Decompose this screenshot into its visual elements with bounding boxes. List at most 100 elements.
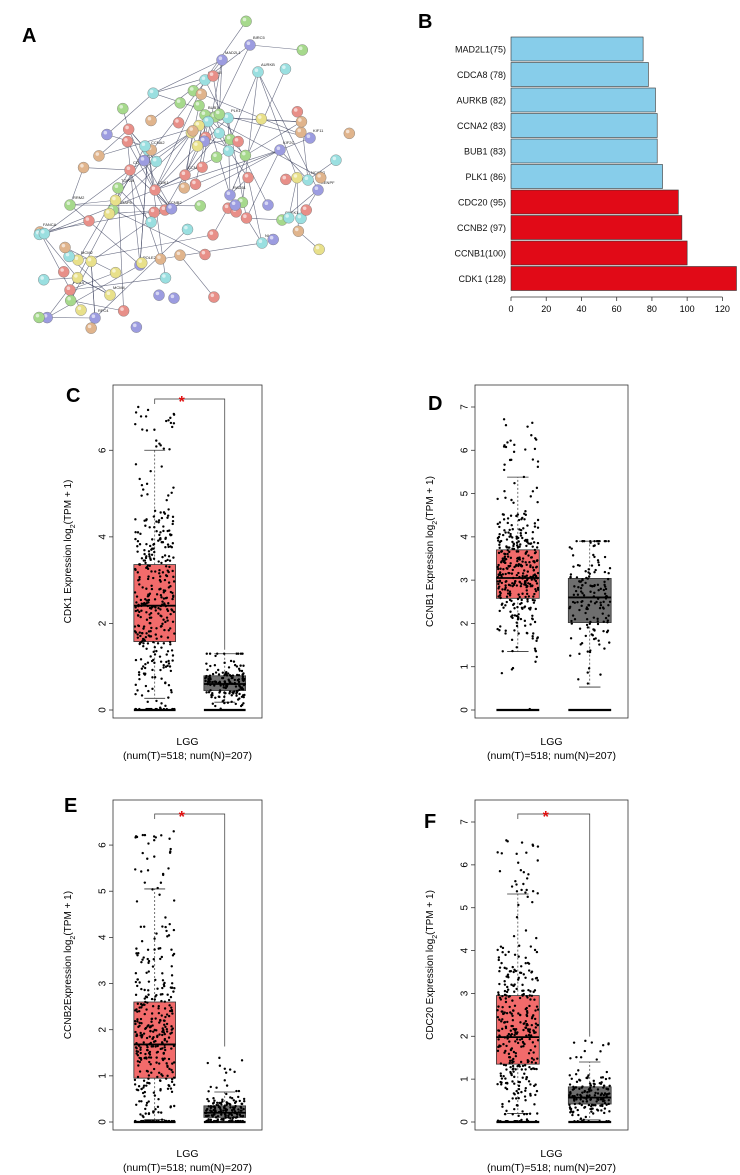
- data-point: [505, 1011, 509, 1015]
- data-point: [154, 1017, 157, 1020]
- data-point: [150, 626, 153, 630]
- data-point: [599, 1082, 603, 1085]
- data-point: [534, 660, 537, 663]
- y-axis-label-log: log: [425, 525, 436, 538]
- data-point: [142, 1115, 145, 1119]
- data-point: [161, 555, 164, 559]
- data-point: [146, 642, 150, 645]
- data-point: [237, 1095, 240, 1099]
- data-point: [568, 1103, 571, 1107]
- data-point: [499, 1119, 502, 1123]
- network-node: [38, 227, 51, 240]
- data-point: [522, 973, 525, 976]
- data-point: [140, 494, 143, 497]
- data-point: [529, 495, 532, 498]
- data-point: [581, 1100, 585, 1103]
- data-point: [510, 885, 514, 888]
- data-point: [168, 1067, 171, 1071]
- data-point: [532, 568, 536, 572]
- data-point: [508, 1005, 511, 1009]
- y-axis-label-sub: 2: [70, 524, 77, 528]
- data-point: [146, 948, 150, 951]
- data-point: [536, 892, 539, 895]
- data-point: [508, 550, 511, 554]
- data-point: [138, 477, 141, 481]
- data-point: [147, 689, 150, 693]
- network-node-highlight: [226, 191, 231, 195]
- data-point: [140, 604, 143, 608]
- y-tick-label: 5: [460, 490, 471, 496]
- data-point: [218, 1064, 222, 1067]
- data-point: [140, 939, 144, 943]
- data-point: [513, 629, 516, 632]
- data-point: [505, 567, 508, 570]
- data-point: [603, 570, 607, 574]
- data-point: [524, 1068, 527, 1071]
- data-point: [535, 1089, 539, 1093]
- data-point: [510, 615, 513, 618]
- data-point: [153, 526, 156, 529]
- data-point: [514, 1052, 518, 1055]
- data-point: [497, 1119, 500, 1123]
- data-point: [522, 1028, 525, 1032]
- data-point: [158, 655, 162, 658]
- data-point: [150, 553, 154, 556]
- data-point: [240, 1059, 244, 1062]
- data-point: [506, 555, 510, 558]
- data-point: [504, 586, 507, 589]
- data-point: [516, 861, 520, 864]
- data-point: [510, 572, 514, 575]
- data-point: [167, 586, 171, 589]
- data-point: [170, 1080, 174, 1084]
- data-point: [172, 928, 176, 932]
- data-point: [501, 1105, 504, 1108]
- network-node-highlight: [119, 105, 124, 109]
- data-point: [147, 970, 150, 973]
- data-point: [156, 1075, 159, 1079]
- data-point: [155, 637, 158, 640]
- data-point: [145, 618, 149, 621]
- network-node: [85, 322, 97, 334]
- data-point: [498, 521, 502, 524]
- network-node: [178, 182, 190, 194]
- data-point: [160, 516, 164, 520]
- data-point: [505, 1087, 509, 1091]
- data-point: [148, 1050, 152, 1054]
- data-point: [509, 562, 512, 565]
- data-point: [570, 622, 573, 625]
- data-point: [581, 584, 584, 587]
- data-point: [167, 581, 171, 584]
- data-point: [512, 1092, 516, 1095]
- network-edge: [112, 125, 200, 211]
- network-node-highlight: [192, 180, 196, 185]
- data-point: [153, 855, 156, 858]
- data-point: [515, 514, 518, 518]
- y-tick-label: 2: [98, 620, 109, 626]
- data-point: [533, 620, 537, 624]
- data-point: [172, 1119, 176, 1123]
- data-point: [599, 1104, 602, 1107]
- network-node-highlight: [124, 137, 128, 142]
- data-point: [518, 545, 521, 548]
- data-point: [152, 542, 156, 546]
- data-point: [536, 1008, 540, 1011]
- data-point: [172, 556, 175, 559]
- data-point: [222, 652, 226, 655]
- network-edge: [204, 114, 321, 178]
- network-node-highlight: [215, 129, 220, 134]
- data-point: [523, 619, 527, 623]
- data-point: [160, 677, 163, 680]
- data-point: [531, 890, 535, 893]
- network-node-highlight: [150, 208, 155, 213]
- data-point: [155, 439, 158, 442]
- network-node: [159, 272, 172, 284]
- data-point: [506, 517, 510, 520]
- data-point: [172, 1044, 176, 1048]
- data-point: [211, 1115, 214, 1118]
- data-point: [140, 483, 144, 487]
- data-point: [498, 1034, 501, 1037]
- data-point: [524, 1086, 527, 1090]
- data-point: [602, 588, 606, 592]
